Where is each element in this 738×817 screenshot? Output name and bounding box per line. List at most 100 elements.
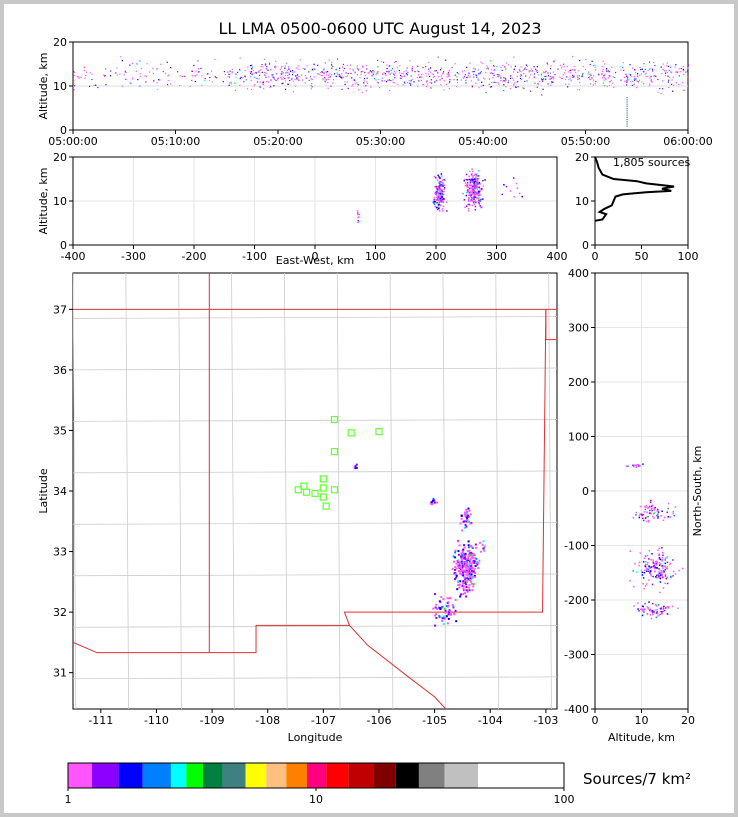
source-point bbox=[465, 573, 468, 576]
source-point bbox=[648, 83, 651, 85]
source-point bbox=[249, 71, 251, 73]
source-point bbox=[678, 569, 680, 572]
source-point bbox=[397, 83, 399, 86]
source-point bbox=[642, 70, 644, 73]
source-point bbox=[518, 69, 521, 71]
source-point bbox=[477, 177, 480, 180]
source-point bbox=[431, 73, 433, 75]
source-point bbox=[590, 74, 592, 76]
source-point bbox=[433, 202, 435, 204]
source-point bbox=[197, 71, 199, 73]
source-point bbox=[663, 609, 666, 612]
source-point bbox=[436, 198, 439, 200]
source-point bbox=[441, 196, 443, 198]
source-point bbox=[492, 72, 494, 75]
lma-station-marker bbox=[330, 486, 339, 494]
source-point bbox=[160, 63, 162, 65]
source-point bbox=[379, 86, 381, 89]
source-point bbox=[297, 79, 300, 82]
source-point bbox=[645, 75, 647, 78]
source-point bbox=[667, 515, 670, 518]
source-point bbox=[254, 77, 256, 79]
source-point bbox=[410, 80, 412, 82]
source-point bbox=[540, 78, 543, 80]
source-point bbox=[474, 543, 477, 546]
source-point bbox=[625, 73, 627, 76]
source-point bbox=[321, 74, 323, 77]
source-point bbox=[434, 186, 436, 188]
source-point bbox=[287, 83, 289, 86]
source-point bbox=[432, 201, 435, 203]
source-point bbox=[485, 92, 487, 94]
source-point bbox=[263, 88, 265, 90]
source-point bbox=[454, 573, 457, 576]
source-point bbox=[233, 82, 236, 84]
source-point bbox=[652, 507, 654, 510]
source-point bbox=[436, 194, 438, 196]
source-point bbox=[448, 82, 450, 84]
source-point bbox=[400, 77, 402, 80]
source-point bbox=[658, 547, 661, 550]
source-point bbox=[440, 201, 443, 203]
source-point bbox=[267, 81, 270, 83]
source-point bbox=[337, 73, 339, 75]
source-point bbox=[666, 561, 669, 564]
source-point bbox=[462, 593, 465, 596]
source-point bbox=[549, 72, 552, 74]
source-point bbox=[294, 85, 297, 87]
source-point bbox=[357, 220, 360, 222]
source-point bbox=[244, 76, 246, 78]
source-point bbox=[553, 61, 555, 63]
lma-station-marker bbox=[311, 489, 319, 498]
source-point bbox=[464, 564, 467, 567]
source-point bbox=[521, 78, 523, 81]
source-point bbox=[661, 612, 663, 615]
source-point bbox=[405, 73, 408, 75]
source-point bbox=[460, 514, 463, 517]
source-point bbox=[425, 85, 427, 88]
source-point bbox=[641, 571, 644, 574]
county-boundary bbox=[73, 470, 557, 474]
source-point bbox=[354, 80, 356, 82]
source-point bbox=[436, 208, 439, 211]
source-point bbox=[640, 73, 642, 75]
longitude-label: Longitude bbox=[288, 731, 343, 744]
source-point bbox=[513, 69, 515, 71]
source-point bbox=[668, 70, 670, 72]
source-point bbox=[461, 71, 464, 73]
source-point bbox=[576, 89, 579, 91]
source-point bbox=[466, 579, 469, 582]
source-point bbox=[73, 89, 75, 91]
source-point bbox=[553, 76, 555, 78]
source-point bbox=[528, 77, 530, 79]
source-point bbox=[624, 80, 626, 83]
source-point bbox=[510, 88, 512, 90]
source-point bbox=[467, 555, 470, 558]
source-point bbox=[662, 608, 665, 610]
source-point bbox=[651, 612, 654, 614]
source-point bbox=[641, 574, 644, 576]
source-point bbox=[642, 583, 644, 585]
source-point bbox=[650, 75, 652, 77]
source-point bbox=[441, 189, 443, 192]
source-point bbox=[436, 190, 438, 193]
source-point bbox=[354, 467, 357, 470]
source-point bbox=[324, 78, 326, 80]
source-point bbox=[536, 66, 538, 68]
source-point bbox=[436, 188, 438, 190]
source-point bbox=[645, 563, 647, 566]
source-point bbox=[468, 72, 470, 74]
source-point bbox=[646, 583, 648, 585]
source-point bbox=[659, 569, 661, 571]
source-point bbox=[382, 61, 385, 63]
source-point bbox=[439, 204, 442, 206]
source-point bbox=[667, 65, 670, 68]
source-point bbox=[474, 200, 477, 202]
source-point bbox=[545, 78, 547, 80]
source-point bbox=[633, 464, 636, 467]
source-point bbox=[265, 64, 267, 66]
source-point bbox=[465, 508, 468, 511]
source-point bbox=[653, 61, 655, 64]
source-point bbox=[482, 198, 484, 200]
source-point bbox=[459, 572, 462, 575]
